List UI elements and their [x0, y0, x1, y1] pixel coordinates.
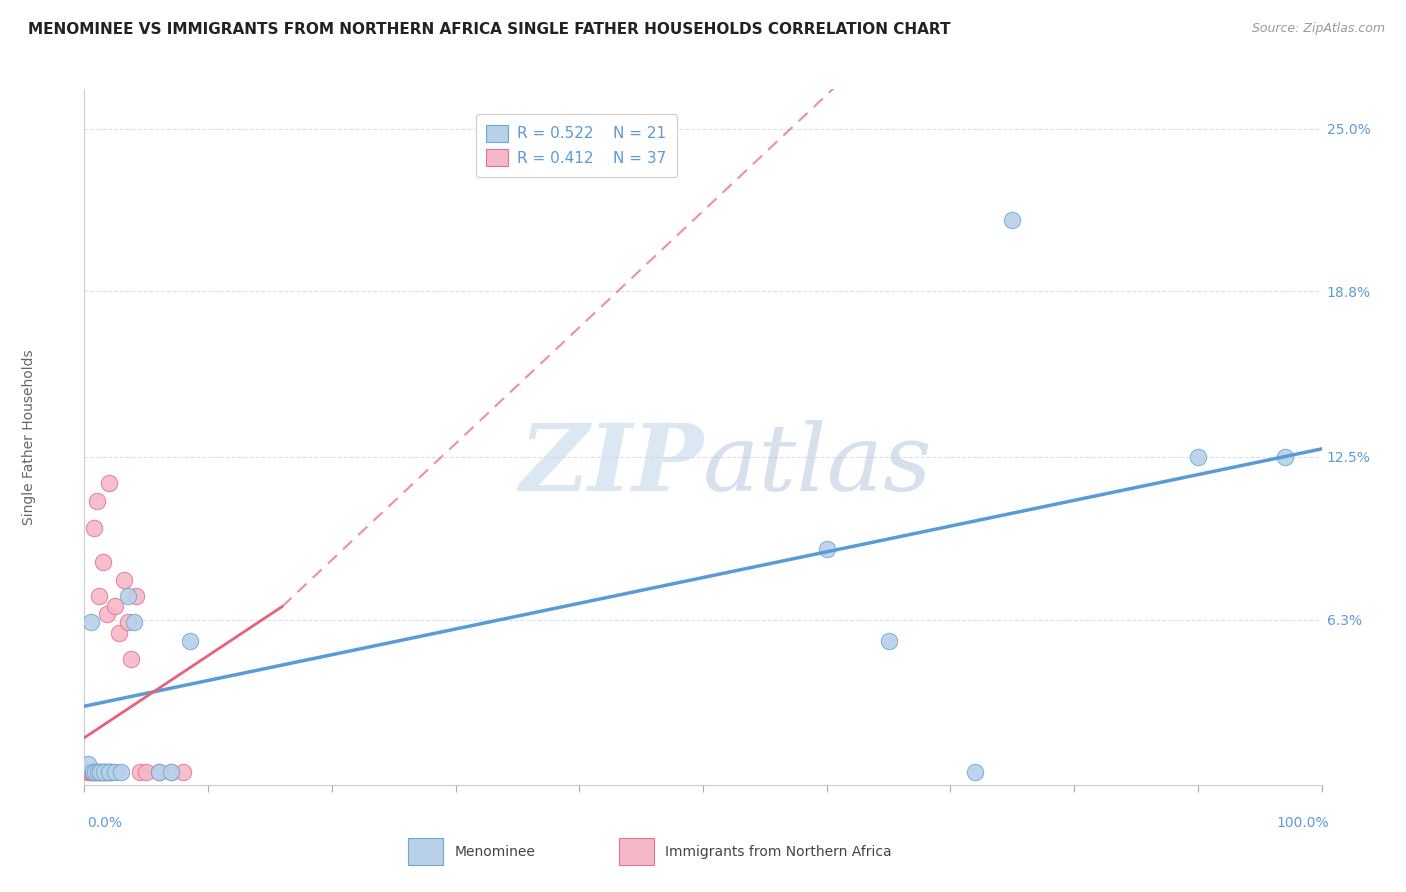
- Point: [82, 764, 104, 779]
- Point: [129, 764, 152, 779]
- Text: ZIP: ZIP: [519, 420, 703, 510]
- Point: [965, 764, 987, 779]
- Point: [83, 521, 105, 535]
- Point: [135, 764, 157, 779]
- Point: [77, 764, 100, 779]
- Text: 0.0%: 0.0%: [87, 816, 122, 830]
- Point: [1001, 213, 1024, 227]
- Point: [89, 764, 111, 779]
- Point: [104, 599, 127, 614]
- Text: Menominee: Menominee: [454, 845, 536, 859]
- Point: [120, 652, 142, 666]
- Point: [122, 615, 145, 630]
- Text: MENOMINEE VS IMMIGRANTS FROM NORTHERN AFRICA SINGLE FATHER HOUSEHOLDS CORRELATIO: MENOMINEE VS IMMIGRANTS FROM NORTHERN AF…: [28, 22, 950, 37]
- Point: [117, 589, 139, 603]
- Point: [79, 764, 101, 779]
- Point: [98, 764, 121, 779]
- Point: [97, 764, 120, 779]
- Point: [104, 764, 127, 779]
- Point: [108, 625, 131, 640]
- Point: [125, 589, 148, 603]
- Point: [89, 764, 111, 779]
- Point: [84, 764, 107, 779]
- Point: [110, 764, 132, 779]
- Point: [179, 633, 201, 648]
- Point: [87, 764, 110, 779]
- Y-axis label: Single Father Households: Single Father Households: [22, 350, 35, 524]
- Point: [815, 541, 838, 556]
- Point: [80, 764, 103, 779]
- Point: [93, 764, 115, 779]
- Point: [84, 764, 107, 779]
- Point: [112, 573, 135, 587]
- Point: [148, 764, 170, 779]
- Text: atlas: atlas: [703, 420, 932, 510]
- Point: [1187, 450, 1209, 464]
- Point: [89, 589, 111, 603]
- Text: Immigrants from Northern Africa: Immigrants from Northern Africa: [665, 845, 891, 859]
- Point: [96, 607, 118, 622]
- Point: [172, 764, 194, 779]
- Point: [91, 555, 114, 569]
- Text: 100.0%: 100.0%: [1277, 816, 1329, 830]
- Point: [87, 764, 110, 779]
- Point: [77, 756, 100, 771]
- Point: [94, 764, 117, 779]
- Point: [96, 764, 118, 779]
- Point: [160, 764, 183, 779]
- Point: [148, 764, 170, 779]
- Point: [160, 764, 183, 779]
- Point: [1274, 450, 1296, 464]
- Point: [91, 764, 114, 779]
- Point: [79, 764, 101, 779]
- Point: [877, 633, 900, 648]
- Point: [117, 615, 139, 630]
- Legend: R = 0.522    N = 21, R = 0.412    N = 37: R = 0.522 N = 21, R = 0.412 N = 37: [475, 114, 676, 177]
- Point: [86, 764, 108, 779]
- Text: Source: ZipAtlas.com: Source: ZipAtlas.com: [1251, 22, 1385, 36]
- Point: [82, 764, 104, 779]
- Point: [98, 476, 121, 491]
- Point: [90, 764, 112, 779]
- Point: [86, 494, 108, 508]
- Point: [98, 764, 121, 779]
- Point: [83, 764, 105, 779]
- Point: [79, 615, 101, 630]
- Point: [93, 764, 115, 779]
- Point: [100, 764, 122, 779]
- Point: [89, 764, 111, 779]
- Point: [98, 764, 121, 779]
